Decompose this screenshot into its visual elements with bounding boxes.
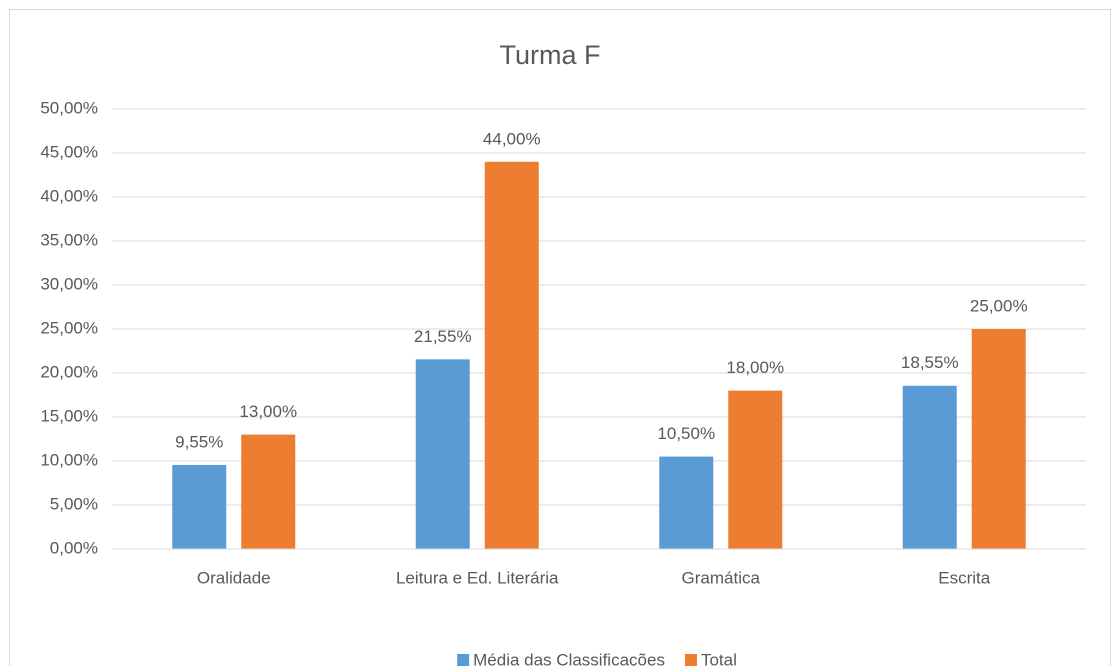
- legend-swatch: [457, 654, 470, 666]
- y-tick-label: 10,00%: [40, 450, 98, 469]
- y-tick-label: 20,00%: [40, 362, 98, 381]
- chart-title: Turma F: [500, 40, 601, 70]
- data-label: 10,50%: [657, 424, 715, 443]
- data-label: 18,00%: [726, 358, 784, 377]
- bar: [415, 359, 470, 549]
- y-tick-label: 5,00%: [50, 494, 98, 513]
- x-tick-label: Oralidade: [197, 568, 271, 587]
- y-tick-label: 30,00%: [40, 274, 98, 293]
- data-label: 21,55%: [414, 327, 472, 346]
- data-label: 44,00%: [483, 129, 541, 148]
- bar: [172, 464, 227, 549]
- y-tick-label: 40,00%: [40, 186, 98, 205]
- bar: [728, 390, 783, 549]
- data-label: 9,55%: [175, 432, 223, 451]
- bar: [484, 161, 539, 550]
- y-tick-label: 0,00%: [50, 538, 98, 557]
- chart-border: [9, 9, 1111, 666]
- legend-label: Total: [701, 650, 737, 666]
- y-tick-label: 45,00%: [40, 142, 98, 161]
- bar: [902, 385, 957, 549]
- y-tick-label: 35,00%: [40, 230, 98, 249]
- data-label: 18,55%: [901, 353, 959, 372]
- x-tick-label: Leitura e Ed. Literária: [396, 568, 559, 587]
- bar: [659, 456, 714, 549]
- bar: [971, 329, 1026, 549]
- legend-label: Média das Classificações: [473, 650, 665, 666]
- x-tick-label: Gramática: [682, 568, 761, 587]
- legend-swatch: [684, 654, 697, 666]
- y-tick-label: 50,00%: [40, 98, 98, 117]
- bar: [241, 434, 296, 549]
- y-tick-label: 25,00%: [40, 318, 98, 337]
- y-tick-label: 15,00%: [40, 406, 98, 425]
- data-label: 13,00%: [239, 402, 297, 421]
- data-label: 25,00%: [970, 296, 1028, 315]
- x-tick-label: Escrita: [938, 568, 991, 587]
